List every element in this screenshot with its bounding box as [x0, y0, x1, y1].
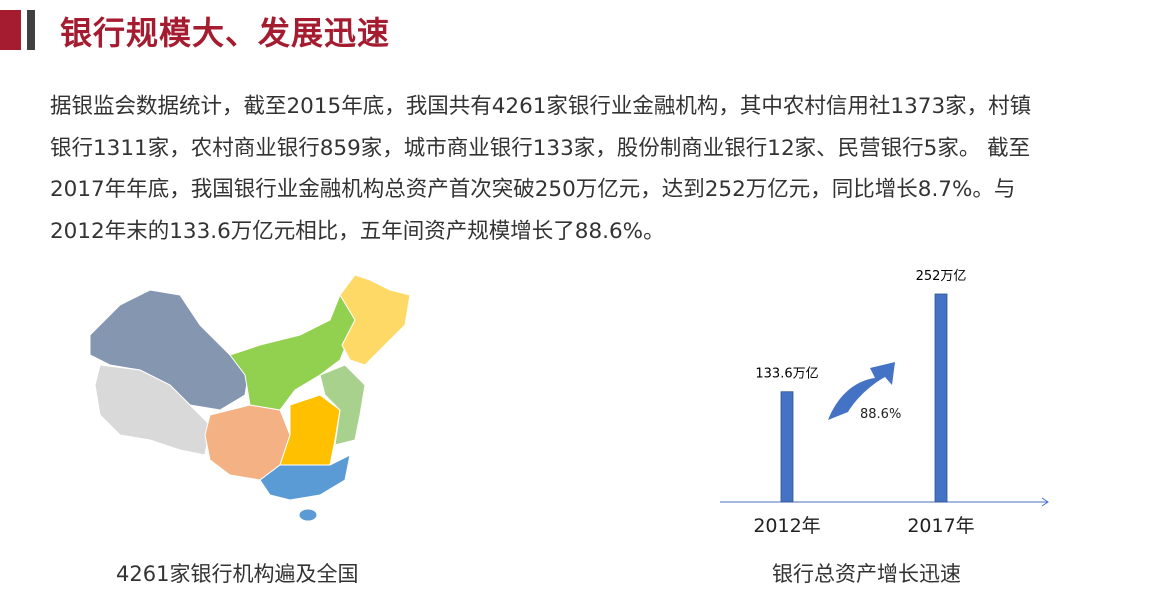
map-region-east [319, 364, 366, 446]
paragraph-line: 2017年年底，我国银行业金融机构总资产首次突破250万亿元，达到252万亿元，… [50, 177, 1016, 202]
paragraph-line: 据银监会数据统计，截至2015年底，我国共有4261家银行业金融机构，其中农村信… [50, 94, 1032, 119]
map-caption: 4261家银行机构遍及全国 [116, 562, 359, 586]
title-accent-red [0, 10, 21, 50]
asset-growth-chart: 88.6% 133.6万亿 2012年 252万亿 2017年 [720, 269, 1049, 537]
map-region-northeast [339, 274, 411, 366]
bar-2012年 [780, 391, 794, 503]
x-axis-arrow [1041, 497, 1049, 507]
map-region-tibet [94, 364, 211, 456]
data-label: 252万亿 [916, 269, 967, 284]
paragraph-line: 银行1311家，农村商业银行859家，城市商业银行133家，股份制商业银行12家… [50, 135, 1031, 161]
page-title: 银行规模大、发展迅速 [60, 14, 391, 52]
growth-arrow-icon [828, 362, 895, 420]
paragraph-line: 2012年末的133.6万亿元相比，五年间资产规模增长了88.6%。 [50, 218, 665, 244]
map-region-northwest [89, 289, 251, 411]
bar-2017年 [934, 293, 948, 503]
title-accent-dark [27, 10, 35, 50]
china-map [89, 274, 411, 522]
category-label: 2017年 [907, 515, 974, 537]
data-label: 133.6万亿 [755, 367, 818, 382]
body-paragraph: 据银监会数据统计，截至2015年底，我国共有4261家银行业金融机构，其中农村信… [50, 86, 1160, 252]
growth-label: 88.6% [860, 407, 901, 422]
map-region-hainan [298, 508, 318, 522]
chart-caption: 银行总资产增长迅速 [772, 562, 961, 586]
category-label: 2012年 [753, 515, 820, 537]
map-region-south [259, 454, 351, 501]
